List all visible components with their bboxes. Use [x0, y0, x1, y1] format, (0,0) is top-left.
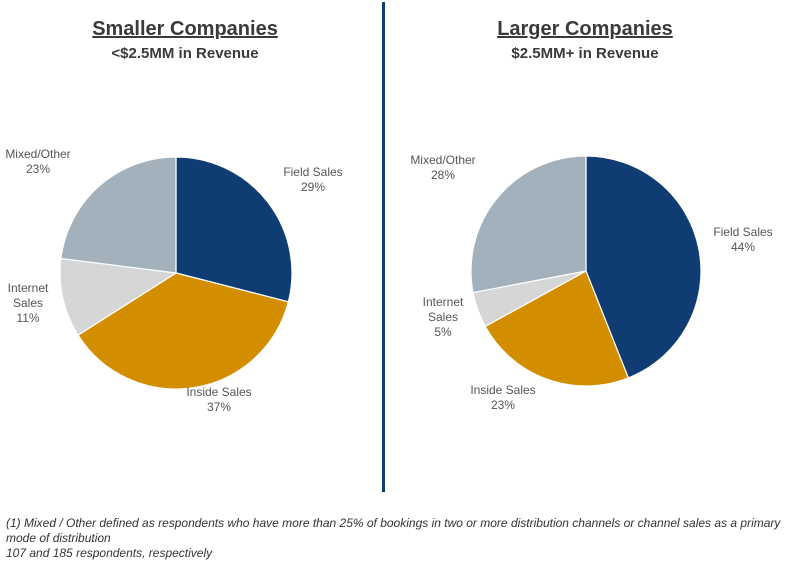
pie-slice-field-sales	[175, 156, 293, 303]
chart-subtitle: $2.5MM+ in Revenue	[511, 45, 659, 62]
slice-label-inside-sales: Inside Sales 23%	[470, 383, 535, 412]
footnote: (1) Mixed / Other defined as respondents…	[6, 516, 786, 561]
footnote-respondents: 107 and 185 respondents, respectively	[6, 546, 213, 560]
slice-label-mixed-other: Mixed/Other 23%	[5, 147, 70, 176]
pie-slice-inside-sales	[484, 270, 630, 387]
chart-title: Larger Companies	[497, 18, 673, 40]
slice-label-field-sales: Field Sales 44%	[713, 225, 772, 254]
panel-divider	[382, 2, 385, 492]
chart-smaller-companies: Smaller Companies <$2.5MM in Revenue Fie…	[0, 0, 370, 500]
slice-label-field-sales: Field Sales 29%	[283, 165, 342, 194]
footnote-definition: (1) Mixed / Other defined as respondents…	[6, 516, 781, 545]
chart-title: Smaller Companies	[92, 18, 278, 40]
pie-slice-field-sales	[585, 155, 702, 379]
pie-slice-mixed-other	[60, 156, 177, 274]
chart-subtitle: <$2.5MM in Revenue	[111, 45, 259, 62]
pie-chart-larger: Field Sales 44% Inside Sales 23% Internet Sal…	[410, 153, 772, 412]
slice-label-mixed-other: Mixed/Other 28%	[410, 153, 475, 182]
slice-label-inside-sales: Inside Sales 37%	[186, 385, 251, 414]
chart-larger-companies: Larger Companies $2.5MM+ in Revenue Fiel…	[400, 0, 772, 500]
slice-label-internet-sales: Internet Sales 5%	[423, 295, 464, 339]
slice-label-internet-sales: Internet Sales 11%	[8, 281, 49, 325]
pie-slice-mixed-other	[470, 155, 587, 294]
pie-slice-internet-sales	[59, 257, 178, 336]
pie-chart-smaller: Field Sales 29% Inside Sales 37% Internet Sal…	[5, 147, 342, 414]
